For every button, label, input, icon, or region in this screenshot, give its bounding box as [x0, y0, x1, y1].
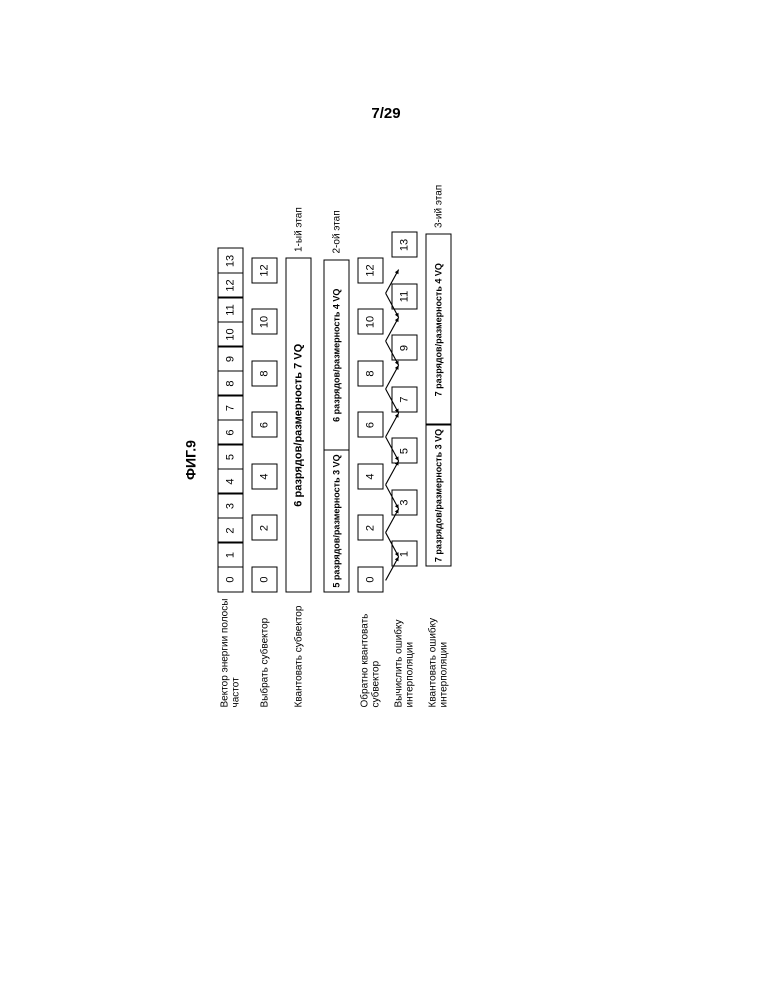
label-stage3: 3-ий этап: [433, 172, 444, 234]
vector-cell: 5: [218, 444, 244, 470]
label-stage1: 1-ый этап: [293, 196, 304, 258]
label-inv-quant: Обратно квантовать субвектор: [360, 593, 382, 708]
figure-title: ФИГ.9: [183, 213, 199, 708]
error-cell: 9: [392, 335, 418, 361]
inverse-cell: 0: [358, 567, 384, 593]
label-quant-err: Квантовать ошибку интерполяции: [428, 593, 450, 708]
error-cell: 13: [392, 232, 418, 258]
vector-cell: 2: [218, 518, 244, 544]
vq-stage2a-block: 5 разрядов/размерность 3 VQ: [324, 450, 350, 593]
subvector-cell: 12: [252, 258, 278, 284]
subvector-cell: 2: [252, 515, 278, 541]
subvector-cell: 6: [252, 412, 278, 438]
vector-cell: 11: [218, 297, 244, 323]
subvector-cell: 8: [252, 361, 278, 387]
vq-stage1-block: 6 разрядов/размерность 7 VQ: [286, 258, 312, 593]
subvector-cell: 10: [252, 309, 278, 335]
inverse-cell: 6: [358, 412, 384, 438]
vector-cell: 4: [218, 469, 244, 495]
figure-9-diagram: ФИГ.9 Вектор энергии полосы частот 01234…: [183, 213, 663, 708]
vector-cell: 7: [218, 395, 244, 421]
vector-cell: 3: [218, 493, 244, 519]
row-quant-error: Квантовать ошибку интерполяции 7 разрядо…: [425, 213, 453, 708]
label-calc-err: Вычислить ошибку интерполяции: [394, 593, 416, 708]
page-number: 7/29: [0, 105, 772, 122]
error-cell: 3: [392, 490, 418, 516]
vq-stage3b-block: 7 разрядов/размерность 4 VQ: [426, 234, 452, 426]
inverse-cell: 12: [358, 258, 384, 284]
error-cells: 135791113: [392, 275, 418, 593]
inverse-cell: 10: [358, 309, 384, 335]
vector-cell: 6: [218, 420, 244, 446]
vector-cell: 12: [218, 273, 244, 299]
error-cell: 1: [392, 541, 418, 567]
stage2-blocks: 5 разрядов/размерность 3 VQ 6 разрядов/р…: [324, 260, 350, 593]
inverse-cell: 8: [358, 361, 384, 387]
subvector-cell: 0: [252, 567, 278, 593]
vector-cell: 10: [218, 322, 244, 348]
vector-cell: 1: [218, 542, 244, 568]
inverse-cell: 2: [358, 515, 384, 541]
subvector-cells: 0 2 4 6 8 10 12: [252, 258, 278, 593]
label-select-sub: Выбрать субвектор: [259, 593, 270, 708]
vector-cell: 0: [218, 567, 244, 593]
vq-stage2b-block: 6 разрядов/размерность 4 VQ: [324, 260, 350, 452]
vector-cell: 9: [218, 346, 244, 372]
vector-cell: 13: [218, 248, 244, 274]
label-stage2: 2-ой этап: [331, 198, 342, 260]
row-quant-sub: Квантовать субвектор 6 разрядов/размерно…: [285, 213, 313, 708]
label-vector: Вектор энергии полосы частот: [220, 593, 242, 708]
row-calc-error: Вычислить ошибку интерполяции 135791113: [391, 213, 419, 708]
inverse-cells: 0 2 4 6 8 10 12: [358, 258, 384, 593]
inverse-cell: 4: [358, 464, 384, 490]
label-quant-sub: Квантовать субвектор: [293, 593, 304, 708]
row-select-subvector: Выбрать субвектор 0 2 4 6 8 10 12: [251, 213, 279, 708]
row-vector: Вектор энергии полосы частот 01234567891…: [217, 213, 245, 708]
subvector-cell: 4: [252, 464, 278, 490]
error-cell: 11: [392, 284, 418, 310]
row-stage2-blocks: 5 разрядов/размерность 3 VQ 6 разрядов/р…: [323, 213, 351, 708]
stage3-blocks: 7 разрядов/размерность 3 VQ 7 разрядов/р…: [426, 234, 452, 593]
error-cell: 7: [392, 387, 418, 413]
vector-cells: 012345678910111213: [218, 248, 244, 593]
error-cell: 5: [392, 438, 418, 464]
vq-stage3a-block: 7 разрядов/размерность 3 VQ: [426, 424, 452, 567]
vector-cell: 8: [218, 371, 244, 397]
row-inverse-quant: Обратно квантовать субвектор 0 2 4 6 8 10 12: [357, 213, 385, 708]
